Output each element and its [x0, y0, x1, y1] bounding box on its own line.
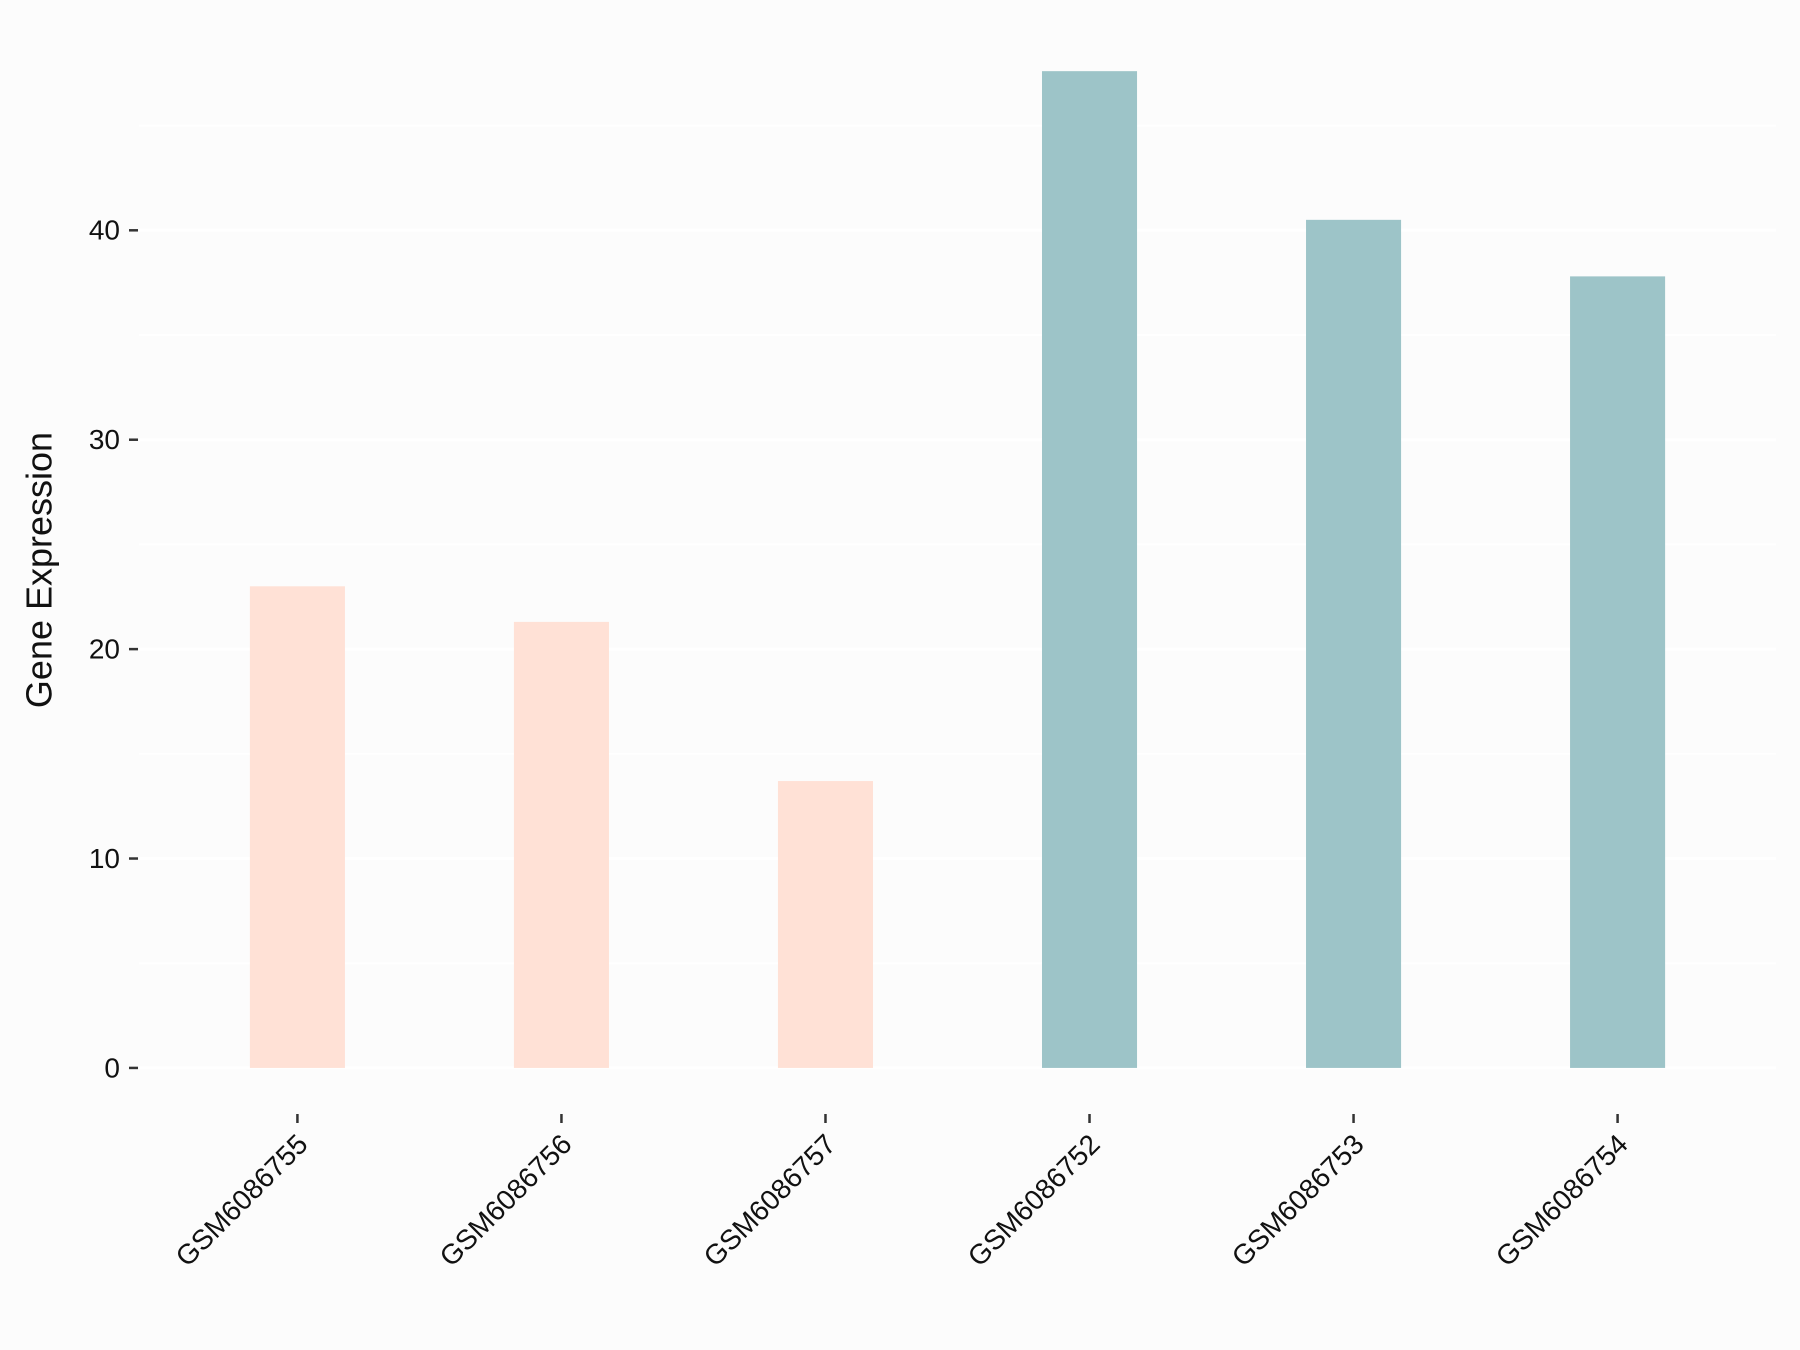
bar — [777, 781, 874, 1068]
bar — [249, 586, 345, 1068]
bar — [1306, 219, 1402, 1068]
bar — [1570, 276, 1666, 1068]
bar — [513, 621, 609, 1068]
y-axis-title: Gene Expression — [19, 432, 60, 708]
y-tick-label: 20 — [89, 634, 120, 665]
y-tick-label: 30 — [89, 424, 120, 455]
y-tick-label: 10 — [89, 843, 120, 874]
y-tick-label: 40 — [89, 215, 120, 246]
bar — [1041, 71, 1138, 1068]
y-tick-label: 0 — [104, 1052, 120, 1083]
